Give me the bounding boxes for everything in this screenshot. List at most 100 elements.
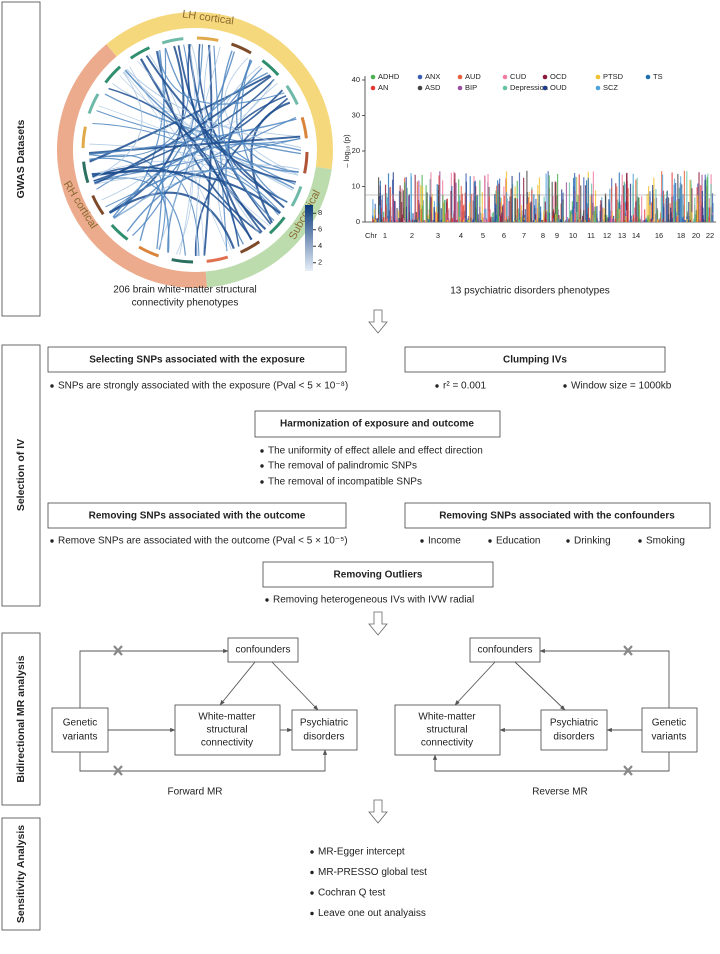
signal-band bbox=[502, 204, 504, 222]
node-label: structural bbox=[426, 725, 467, 736]
signal-band bbox=[531, 189, 533, 222]
signal-band bbox=[614, 218, 616, 222]
signal-band bbox=[625, 216, 627, 222]
signal-band bbox=[494, 193, 496, 222]
node-label: Genetic bbox=[652, 718, 686, 729]
signal-band bbox=[496, 185, 498, 222]
signal-band bbox=[596, 206, 598, 222]
signal-band bbox=[676, 216, 678, 222]
colorbar-tick-label: 4 bbox=[318, 241, 322, 250]
signal-band bbox=[459, 216, 461, 222]
signal-band bbox=[438, 185, 440, 222]
bullet bbox=[566, 539, 570, 543]
signal-band bbox=[503, 195, 505, 222]
chord bbox=[89, 154, 166, 250]
signal-band bbox=[552, 218, 554, 222]
node-segment bbox=[261, 59, 280, 77]
signal-band bbox=[446, 219, 448, 222]
signal-band bbox=[636, 177, 638, 222]
signal-band bbox=[650, 218, 652, 222]
signal-band bbox=[645, 219, 647, 222]
node-segment bbox=[285, 84, 299, 106]
signal-band bbox=[372, 199, 374, 222]
signal-band bbox=[615, 183, 617, 222]
legend-label: ANX bbox=[425, 72, 440, 81]
signal-band bbox=[611, 217, 613, 222]
signal-band bbox=[585, 185, 587, 222]
signal-band bbox=[698, 172, 700, 222]
bullet bbox=[310, 911, 314, 916]
signal-band bbox=[476, 194, 479, 222]
bullet-text: r² = 0.001 bbox=[443, 381, 487, 392]
chord bbox=[92, 71, 143, 179]
signal-band bbox=[389, 186, 392, 222]
signal-band bbox=[673, 201, 675, 222]
signal-band bbox=[681, 217, 683, 222]
signal-band bbox=[623, 181, 625, 222]
signal-band bbox=[398, 191, 401, 222]
signal-band bbox=[458, 218, 461, 222]
signal-band bbox=[624, 183, 626, 222]
signal-band bbox=[545, 173, 547, 222]
signal-band bbox=[487, 173, 489, 222]
signal-band bbox=[675, 182, 677, 222]
signal-band bbox=[421, 186, 424, 222]
x-tick-label: 6 bbox=[502, 231, 506, 240]
signal-band bbox=[676, 200, 678, 222]
signal-band bbox=[559, 219, 562, 222]
bullet bbox=[420, 539, 424, 543]
bullet-text: MR-PRESSO global test bbox=[318, 867, 427, 878]
signal-band bbox=[507, 219, 509, 222]
signal-band bbox=[662, 218, 664, 222]
signal-band bbox=[616, 186, 618, 222]
signal-band bbox=[430, 172, 432, 222]
signal-band bbox=[606, 215, 608, 222]
signal-band bbox=[514, 198, 517, 222]
signal-band bbox=[381, 219, 383, 222]
signal-band bbox=[539, 206, 542, 222]
signal-band bbox=[500, 197, 502, 222]
signal-band bbox=[466, 219, 469, 222]
signal-band bbox=[495, 204, 497, 222]
signal-band bbox=[468, 215, 470, 222]
node-label: White-matter bbox=[198, 712, 256, 723]
chord bbox=[94, 75, 272, 185]
signal-band bbox=[470, 193, 472, 222]
signal-band bbox=[472, 200, 474, 222]
x-tick-label: 20 bbox=[692, 231, 700, 240]
node-segment bbox=[230, 42, 252, 55]
signal-band bbox=[624, 219, 626, 222]
signal-band bbox=[656, 209, 659, 222]
signal-band bbox=[426, 192, 428, 222]
signal-band bbox=[693, 218, 695, 222]
signal-band bbox=[418, 219, 420, 222]
signal-band bbox=[432, 219, 434, 222]
signal-band bbox=[463, 204, 465, 222]
legend-swatch bbox=[370, 74, 376, 80]
signal-band bbox=[584, 219, 586, 222]
signal-band bbox=[652, 185, 654, 222]
chord bbox=[119, 75, 275, 129]
colorbar-tick-label: 2 bbox=[318, 258, 322, 267]
signal-band bbox=[431, 193, 433, 222]
signal-band bbox=[701, 191, 703, 222]
chord bbox=[157, 46, 221, 250]
chord bbox=[91, 169, 281, 215]
colorbar-tick-label: 8 bbox=[318, 208, 322, 217]
signal-band bbox=[546, 211, 548, 222]
signal-band bbox=[477, 214, 479, 222]
bullet bbox=[260, 449, 264, 453]
signal-band bbox=[625, 219, 628, 222]
signal-band bbox=[404, 182, 406, 222]
signal-band bbox=[473, 182, 475, 222]
signal-band bbox=[392, 199, 395, 222]
signal-band bbox=[541, 219, 543, 222]
signal-band bbox=[378, 205, 381, 222]
signal-band bbox=[403, 218, 405, 222]
signal-band bbox=[577, 219, 579, 222]
signal-band bbox=[413, 219, 416, 222]
signal-band bbox=[568, 182, 571, 222]
chord bbox=[89, 157, 170, 253]
signal-band bbox=[439, 202, 441, 222]
